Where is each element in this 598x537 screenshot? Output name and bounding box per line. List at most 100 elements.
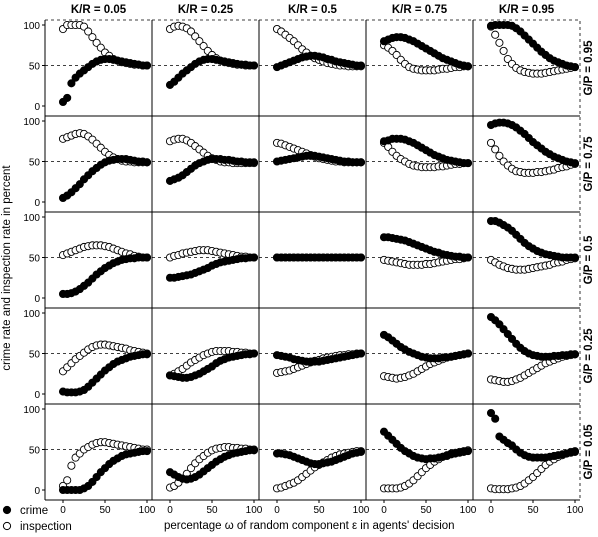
- panel-r3-c4: [472, 307, 581, 405]
- inspection-point: [63, 476, 72, 485]
- column-title: K/R = 0.95: [499, 4, 555, 16]
- panel-r0-c2: [258, 19, 367, 117]
- crime-point: [463, 159, 473, 168]
- inspection-point: [499, 46, 508, 55]
- column-title: K/R = 0.25: [178, 4, 234, 16]
- row-title: G/P = 0.5: [583, 235, 595, 284]
- crime-point: [249, 446, 259, 455]
- x-tick-label: 100: [567, 505, 584, 516]
- panel-r1-c0: 0 50 100: [23, 115, 153, 213]
- column-title: K/R = 0.75: [392, 4, 448, 16]
- crime-point: [142, 158, 152, 167]
- panel-r0-c3: [365, 19, 474, 117]
- inspection-point: [491, 30, 500, 39]
- y-tick-label: 100: [23, 213, 40, 224]
- x-tick-label: 50: [527, 505, 539, 516]
- row-title: G/P = 0.25: [583, 328, 595, 384]
- panel-r4-c2: 0 50 100: [258, 403, 370, 516]
- y-tick-label: 0: [34, 198, 40, 209]
- panel-r0-c1: [151, 19, 260, 117]
- x-tick-label: 0: [274, 505, 280, 516]
- legend: crime inspection: [2, 505, 72, 533]
- y-tick-label: 100: [23, 405, 40, 416]
- crime-point: [142, 253, 152, 262]
- legend-inspection-marker: [2, 521, 12, 531]
- y-tick-label: 50: [29, 254, 41, 265]
- legend-crime-label: crime: [20, 505, 48, 517]
- row-title: G/P = 0.95: [583, 40, 595, 96]
- crime-point: [63, 93, 72, 102]
- y-tick-label: 100: [23, 117, 40, 128]
- y-tick-label: 50: [29, 62, 41, 73]
- crime-point: [356, 349, 366, 358]
- inspection-point: [491, 145, 500, 154]
- crime-point: [486, 408, 496, 418]
- panel-r2-c4: [472, 211, 581, 309]
- y-axis-title: crime rate and inspection rate in percen…: [1, 165, 13, 371]
- inspection-point: [67, 461, 76, 470]
- inspection-point: [495, 38, 504, 47]
- crime-point: [570, 159, 580, 168]
- crime-point: [463, 447, 473, 456]
- panel-r0-c4: [472, 19, 581, 117]
- y-tick-label: 100: [23, 309, 40, 320]
- panel-r2-c0: 0 50 100: [23, 211, 153, 309]
- crime-point: [570, 447, 580, 456]
- y-tick-label: 0: [34, 294, 40, 305]
- crime-point: [570, 253, 580, 262]
- panel-r4-c0: 0 50 100 0 50 100: [23, 403, 156, 516]
- panel-r4-c4: 0 50 100: [472, 403, 584, 516]
- inspection-point: [88, 33, 97, 42]
- x-axis-title: percentage ω of random component ε in ag…: [164, 520, 455, 532]
- x-tick-label: 0: [381, 505, 387, 516]
- y-tick-label: 100: [23, 21, 40, 32]
- crime-point: [142, 61, 152, 70]
- panel-r1-c3: [365, 115, 474, 213]
- crime-point: [463, 253, 473, 262]
- crime-point: [356, 447, 366, 456]
- column-title: K/R = 0.05: [71, 4, 127, 16]
- inspection-point: [486, 138, 496, 147]
- panel-r2-c1: [151, 211, 260, 309]
- crime-point: [356, 61, 366, 70]
- x-tick-label: 100: [139, 505, 156, 516]
- crime-point: [249, 158, 259, 167]
- x-tick-label: 50: [99, 505, 111, 516]
- crime-point: [463, 349, 473, 358]
- y-tick-label: 0: [34, 486, 40, 497]
- x-tick-label: 100: [460, 505, 477, 516]
- panel-r4-c3: 0 50 100: [365, 403, 477, 516]
- panel-r2-c2: [258, 211, 367, 309]
- crime-point: [356, 253, 366, 262]
- column-title: K/R = 0.5: [288, 4, 338, 16]
- panel-r1-c4: [472, 115, 581, 213]
- row-title: G/P = 0.75: [583, 136, 595, 192]
- crime-point: [463, 62, 473, 71]
- panels-layer: 0 50 100 0 50 100 0 50 100 0 50 100 0 50 100 0 50 100 0 50 1…: [23, 4, 595, 516]
- x-tick-label: 50: [313, 505, 325, 516]
- x-tick-label: 100: [246, 505, 263, 516]
- y-tick-label: 0: [34, 390, 40, 401]
- crime-point: [356, 158, 366, 167]
- crime-point: [570, 63, 580, 72]
- legend-crime-marker: [2, 505, 12, 515]
- crime-point: [249, 61, 259, 70]
- panel-r3-c2: [258, 307, 367, 405]
- panel-r1-c2: [258, 115, 367, 213]
- x-tick-label: 0: [60, 505, 66, 516]
- panel-r3-c0: 0 50 100: [23, 307, 153, 405]
- crime-point: [142, 350, 152, 359]
- crime-point: [67, 79, 76, 88]
- panel-r4-c1: 0 50 100: [151, 403, 263, 516]
- x-tick-label: 50: [206, 505, 218, 516]
- y-tick-label: 50: [29, 446, 41, 457]
- row-title: G/P = 0.05: [583, 424, 595, 480]
- panel-r3-c3: [365, 307, 474, 405]
- x-tick-label: 0: [488, 505, 494, 516]
- crime-point: [570, 350, 580, 359]
- panel-r3-c1: [151, 307, 260, 405]
- inspection-point: [495, 151, 504, 160]
- panel-r2-c3: [365, 211, 474, 309]
- y-tick-label: 50: [29, 158, 41, 169]
